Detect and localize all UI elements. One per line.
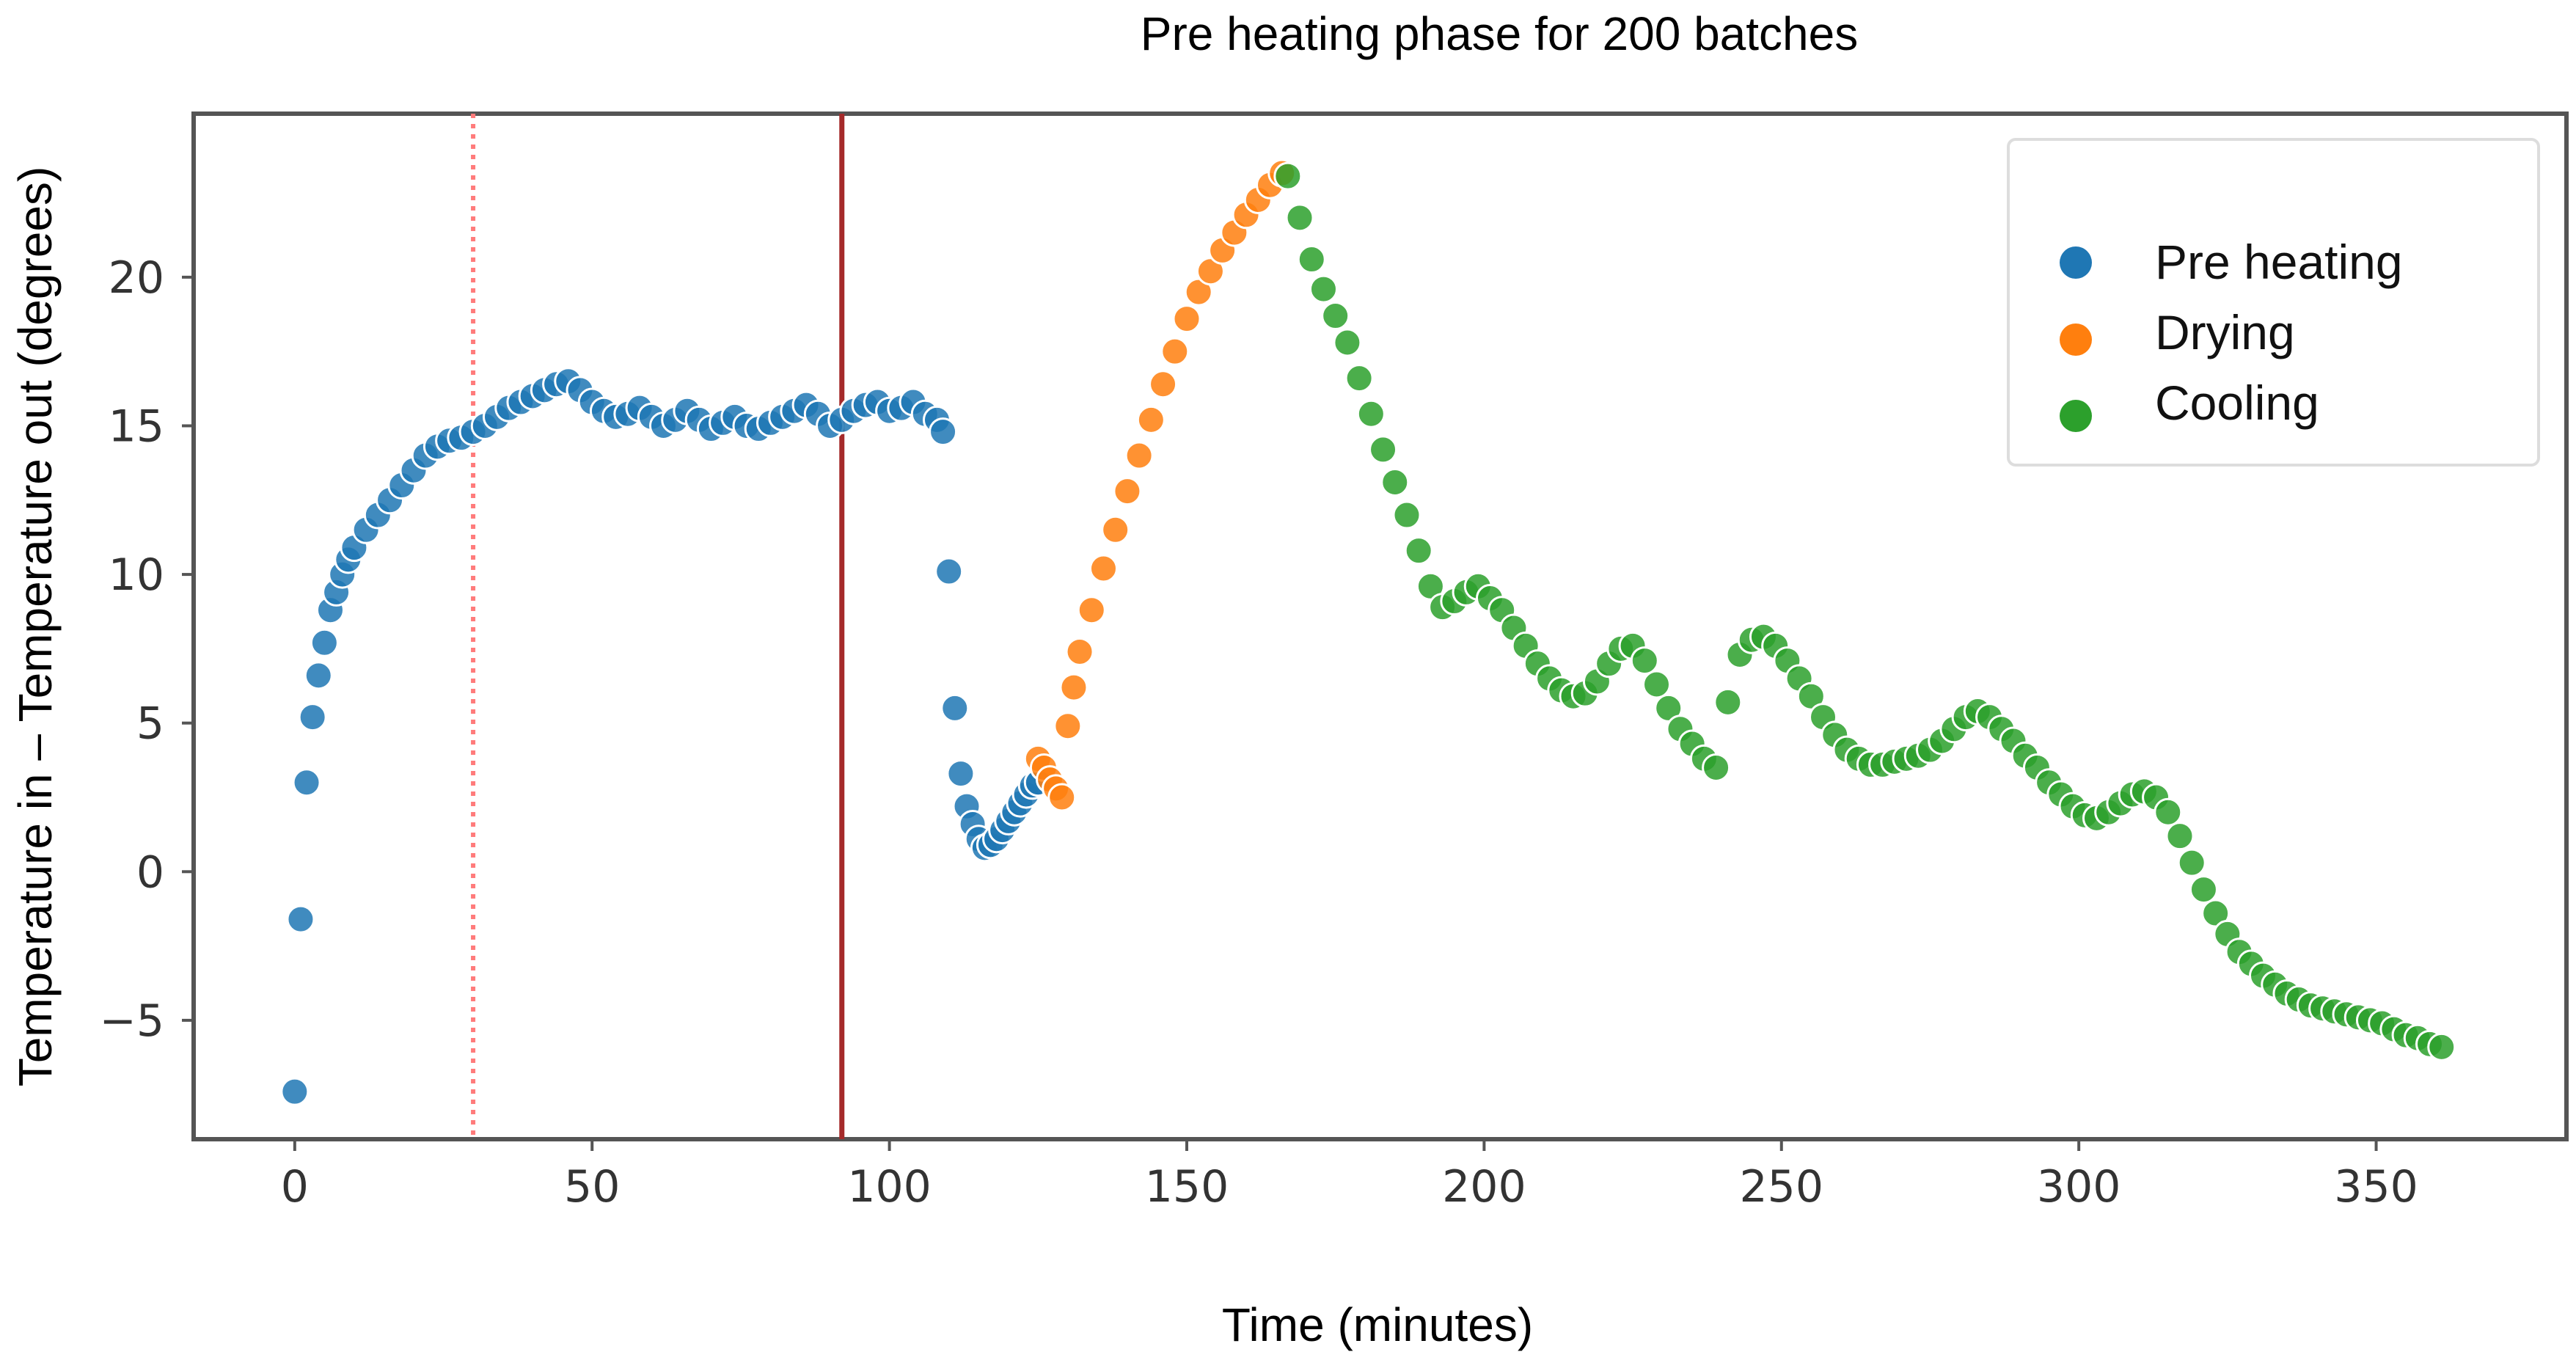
point-drying	[1053, 712, 1083, 741]
point-pre-heating	[286, 904, 315, 934]
vertical-lines	[471, 114, 845, 1139]
point-pre-heating	[298, 703, 327, 732]
point-cooling	[2189, 875, 2218, 904]
point-drying	[1077, 596, 1106, 625]
legend: Pre heating Drying Cooling	[2007, 138, 2540, 467]
point-drying	[1136, 405, 1166, 434]
y-tick-label: −5	[100, 995, 164, 1047]
point-pre-heating	[292, 768, 321, 797]
y-axis-ticks: −5 0 5 10 15 20	[100, 252, 194, 1047]
point-cooling	[1713, 687, 1743, 717]
point-drying	[1124, 441, 1154, 470]
point-pre-heating	[929, 417, 958, 447]
point-cooling	[1642, 670, 1672, 699]
chart-title: Pre heating phase for 200 batches	[1141, 7, 1858, 60]
point-cooling	[1392, 500, 1421, 530]
y-tick-label: 15	[109, 401, 164, 452]
point-drying	[1088, 554, 1118, 583]
point-cooling	[1273, 161, 1303, 191]
y-tick-label: 10	[109, 549, 164, 601]
point-cooling	[1630, 646, 1659, 676]
point-pre-heating	[946, 759, 976, 789]
data-points	[280, 158, 2456, 1106]
point-drying	[1149, 370, 1178, 399]
point-cooling	[1344, 364, 1374, 393]
x-tick-label: 350	[2334, 1161, 2418, 1213]
point-pre-heating	[310, 628, 339, 657]
point-drying	[1065, 637, 1094, 666]
legend-frame	[2007, 138, 2540, 467]
legend-marker-drying	[2060, 323, 2092, 356]
point-cooling	[1404, 536, 1433, 566]
x-tick-label: 250	[1740, 1161, 1824, 1213]
x-axis-label: Time (minutes)	[1222, 1298, 1533, 1351]
legend-label-cooling: Cooling	[2155, 376, 2319, 430]
point-drying	[1160, 337, 1190, 366]
point-drying	[1113, 477, 1142, 506]
point-cooling	[1297, 245, 1326, 274]
point-drying	[1172, 304, 1201, 334]
point-cooling	[2427, 1032, 2456, 1061]
point-cooling	[1285, 203, 1314, 233]
point-cooling	[2165, 822, 2195, 851]
legend-marker-cooling	[2060, 400, 2092, 432]
point-cooling	[1321, 301, 1350, 331]
point-cooling	[1309, 274, 1338, 304]
plot-frame	[191, 111, 2569, 1141]
point-pre-heating	[934, 557, 964, 586]
x-tick-label: 300	[2037, 1161, 2121, 1213]
legend-label-drying: Drying	[2155, 305, 2295, 359]
point-cooling	[1369, 435, 1398, 464]
x-tick-label: 50	[564, 1161, 620, 1213]
y-tick-label: 5	[136, 698, 164, 750]
point-pre-heating	[280, 1077, 310, 1106]
x-axis-ticks: 0 50 100 150 200 250 300 350	[281, 1139, 2418, 1213]
y-tick-label: 20	[109, 252, 164, 304]
point-drying	[1101, 515, 1130, 544]
point-cooling	[1356, 399, 1386, 428]
point-cooling	[1333, 328, 1362, 357]
legend-label-pre-heating: Pre heating	[2155, 235, 2403, 289]
point-cooling	[2154, 797, 2183, 827]
point-drying	[1047, 783, 1077, 812]
point-cooling	[2177, 848, 2206, 877]
y-axis-label: Temperature in – Temperature out (degree…	[9, 167, 62, 1087]
plot-area	[191, 111, 2569, 1141]
x-tick-label: 100	[847, 1161, 932, 1213]
point-drying	[1059, 673, 1088, 702]
point-cooling	[1702, 753, 1731, 782]
legend-marker-pre-heating	[2060, 246, 2092, 279]
point-pre-heating	[940, 693, 970, 723]
x-tick-label: 0	[281, 1161, 309, 1213]
x-tick-label: 150	[1145, 1161, 1229, 1213]
x-tick-label: 200	[1442, 1161, 1526, 1213]
point-cooling	[1380, 467, 1410, 497]
point-pre-heating	[304, 661, 333, 690]
y-tick-label: 0	[136, 847, 164, 898]
